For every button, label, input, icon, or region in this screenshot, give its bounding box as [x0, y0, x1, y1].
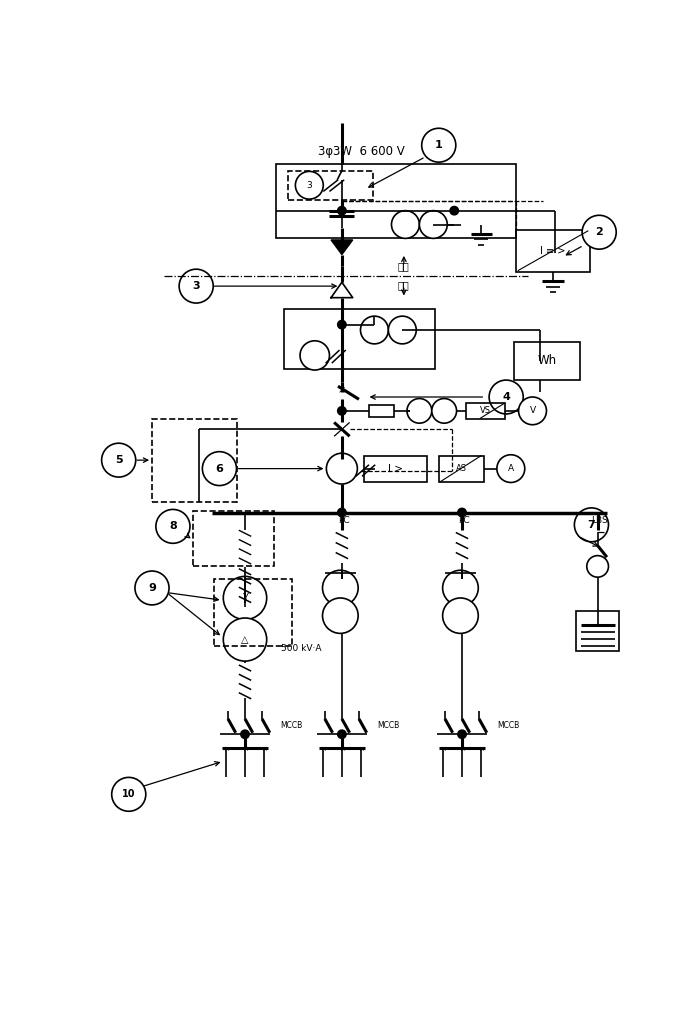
Circle shape [327, 454, 358, 484]
Bar [284, 309, 435, 369]
Circle shape [442, 570, 478, 605]
Text: 4: 4 [502, 392, 510, 402]
Text: MCCB: MCCB [378, 721, 400, 729]
Circle shape [457, 508, 466, 517]
Text: ×: × [338, 385, 346, 395]
Text: ×: × [242, 746, 248, 753]
Circle shape [338, 730, 346, 738]
Bar [193, 511, 274, 566]
Bar [369, 404, 394, 417]
Circle shape [112, 777, 146, 811]
Text: ×: × [358, 746, 364, 753]
Circle shape [223, 577, 267, 620]
Text: ×: × [320, 746, 325, 753]
Circle shape [407, 398, 432, 423]
Text: 6: 6 [216, 464, 223, 474]
Circle shape [582, 215, 616, 249]
Text: 3φ3W  6 600 V: 3φ3W 6 600 V [318, 144, 404, 158]
Bar [516, 230, 590, 272]
Circle shape [450, 207, 458, 215]
Bar [287, 171, 373, 200]
Circle shape [240, 730, 249, 738]
Circle shape [338, 407, 346, 415]
Text: Wh: Wh [537, 354, 557, 368]
Text: A: A [508, 464, 514, 473]
Circle shape [223, 618, 267, 662]
Circle shape [296, 171, 323, 199]
Text: ×: × [261, 746, 267, 753]
Text: 8: 8 [169, 521, 177, 531]
Text: LBS: LBS [591, 516, 608, 525]
Circle shape [135, 571, 169, 605]
Text: ×: × [459, 746, 465, 753]
Circle shape [587, 556, 608, 578]
Text: 2: 2 [595, 227, 603, 238]
Circle shape [360, 316, 389, 344]
Text: MCCB: MCCB [497, 721, 520, 729]
Circle shape [179, 269, 213, 303]
Circle shape [457, 730, 466, 738]
Text: 500 kV·A: 500 kV·A [280, 643, 321, 652]
Circle shape [101, 443, 136, 477]
Circle shape [156, 509, 190, 544]
Polygon shape [331, 240, 353, 255]
Text: 9: 9 [148, 583, 156, 593]
Circle shape [420, 211, 447, 239]
Circle shape [300, 341, 329, 370]
Text: ×: × [223, 746, 229, 753]
Circle shape [432, 398, 457, 423]
Text: PC: PC [338, 516, 349, 524]
Text: Y: Y [242, 593, 248, 603]
Circle shape [489, 380, 523, 414]
Bar [152, 419, 237, 502]
Circle shape [519, 397, 546, 425]
Text: 5: 5 [115, 455, 123, 465]
Circle shape [391, 211, 420, 239]
Circle shape [322, 570, 358, 605]
Circle shape [338, 321, 346, 329]
Bar [439, 456, 484, 481]
Text: 1: 1 [435, 140, 442, 151]
Text: MCCB: MCCB [280, 721, 303, 729]
Circle shape [338, 207, 346, 215]
Circle shape [422, 128, 456, 162]
Circle shape [389, 316, 416, 344]
Text: AS: AS [455, 464, 466, 473]
Bar [514, 342, 580, 380]
Text: VS: VS [480, 407, 491, 416]
Bar [576, 611, 619, 651]
Text: 屋内: 屋内 [398, 281, 410, 291]
Text: 3: 3 [307, 181, 312, 189]
Text: 3: 3 [192, 282, 200, 291]
Text: 屋外: 屋外 [398, 261, 410, 271]
Text: △: △ [241, 635, 249, 644]
Text: 10: 10 [122, 790, 136, 800]
Text: I ≡ >: I ≡ > [540, 246, 566, 256]
Circle shape [322, 598, 358, 634]
Circle shape [442, 598, 478, 634]
Text: ×: × [478, 746, 484, 753]
Bar [466, 403, 504, 419]
Text: 7: 7 [588, 520, 595, 529]
Text: ×: × [339, 746, 344, 753]
Text: ×: × [440, 746, 446, 753]
Circle shape [575, 508, 608, 542]
Bar [364, 456, 427, 481]
Circle shape [497, 455, 525, 482]
Text: V: V [529, 407, 535, 416]
Circle shape [338, 508, 346, 517]
Text: PC: PC [458, 516, 470, 524]
Circle shape [203, 452, 236, 485]
Bar [214, 579, 291, 646]
Bar [276, 165, 516, 238]
Text: I >: I > [388, 464, 403, 474]
